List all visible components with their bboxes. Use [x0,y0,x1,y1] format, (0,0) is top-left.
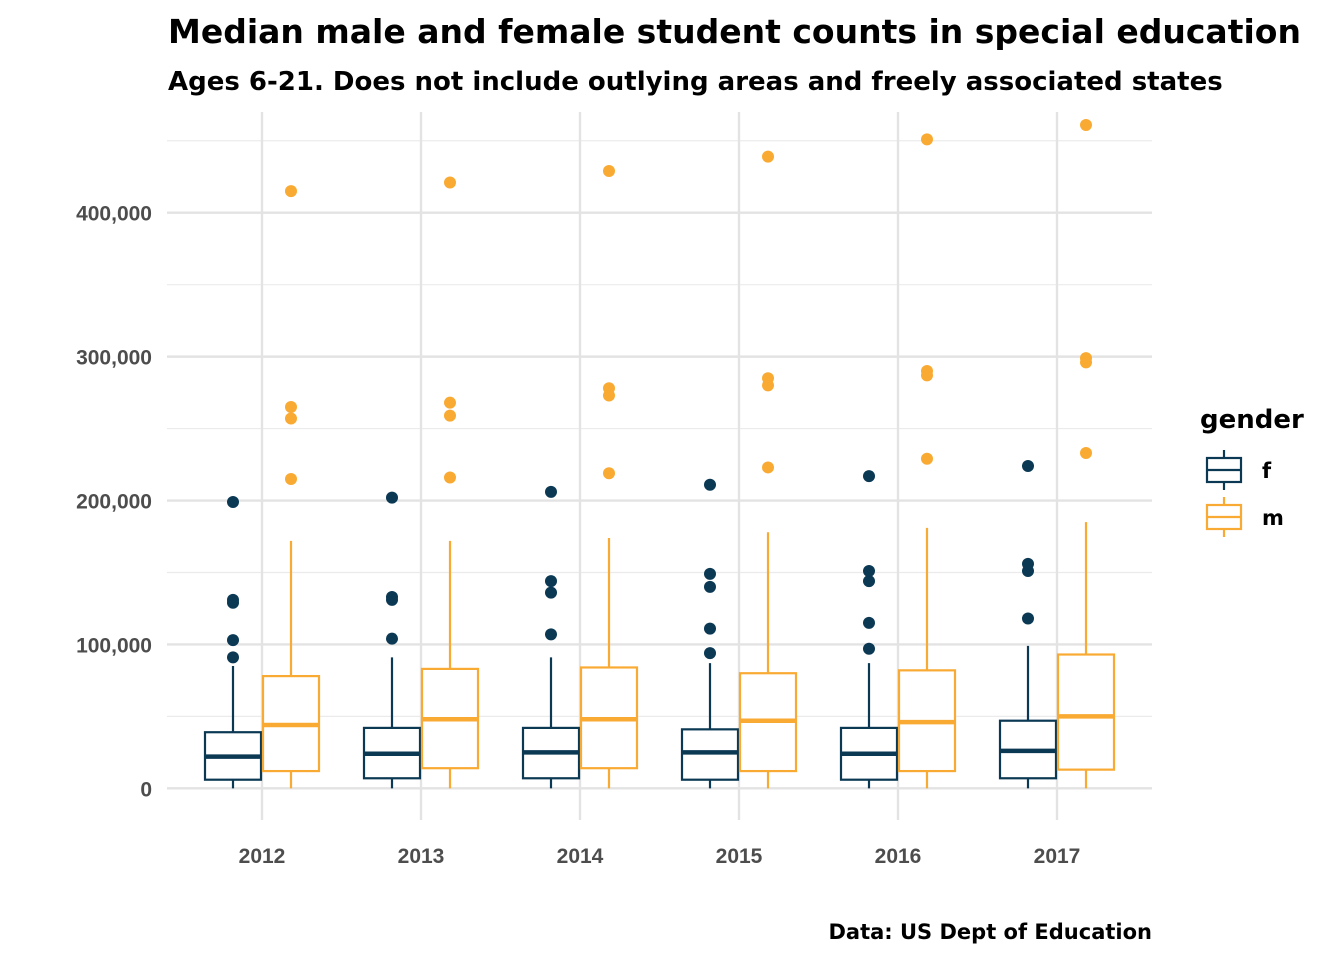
chart-subtitle: Ages 6-21. Does not include outlying are… [168,67,1223,97]
x-tick-label: 2012 [239,845,286,868]
outlier-point [1080,118,1092,131]
x-tick-label: 2015 [716,845,763,868]
box [1056,653,1116,771]
outlier-point [921,133,933,146]
outlier-point [1080,447,1092,460]
outlier-point [444,176,456,189]
outlier-point [704,478,716,491]
chart-title: Median male and female student counts in… [168,12,1301,51]
outlier-point [704,622,716,635]
outlier-point [285,412,297,425]
outlier-point [1080,352,1092,365]
outlier-point [285,472,297,485]
outlier-point [285,401,297,413]
outlier-point [603,165,615,177]
outlier-point [704,580,716,593]
outlier-point [863,470,875,483]
chart-caption: Data: US Dept of Education [828,920,1152,944]
outlier-point [227,634,239,647]
outlier-point [863,616,875,629]
outlier-point [704,567,716,580]
plot-area: 0 100,000 200,000 300,000 400,000 2012 2013 201… [76,112,1152,868]
outlier-point [863,642,875,655]
outlier-point [386,632,398,645]
outlier-point [227,593,239,606]
y-tick-label: 200,000 [76,491,152,514]
outlier-point [1022,612,1034,625]
series-f [203,460,1058,789]
legend-item-f: f [1205,450,1272,490]
outlier-point [227,651,239,664]
outlier-point [545,586,557,599]
outlier-point [545,628,557,641]
outlier-point [386,491,398,504]
legend-item-m: m [1205,497,1284,537]
y-tick-label: 300,000 [76,347,152,370]
outlier-point [1022,460,1034,472]
x-tick-label: 2013 [398,845,445,868]
y-tick-label: 100,000 [76,634,152,657]
outlier-point [386,590,398,603]
outlier-point [921,365,933,378]
outlier-point [704,647,716,660]
outlier-point [545,575,557,588]
outlier-point [444,471,456,484]
x-tick-label: 2017 [1034,845,1081,868]
outlier-point [444,396,456,409]
outlier-point [921,452,933,465]
outlier-point [762,461,774,474]
outlier-point [227,495,239,508]
x-tick-label: 2014 [557,845,604,868]
outlier-point [762,372,774,385]
outlier-point [285,185,297,198]
outlier-point [444,409,456,422]
y-tick-label: 0 [140,778,152,801]
outlier-point [545,485,557,498]
outlier-point [1022,557,1034,570]
legend-label: f [1262,459,1272,483]
x-tick-label: 2016 [875,845,922,868]
series-m [261,118,1116,789]
outlier-point [863,565,875,578]
outlier-point [603,467,615,480]
y-tick-label: 400,000 [76,203,152,226]
legend-title: gender [1200,405,1304,435]
legend-label: m [1262,506,1284,530]
outlier-point [762,150,774,163]
legend: gender fm [1200,405,1304,537]
outlier-point [863,575,875,588]
outlier-point [603,382,615,395]
